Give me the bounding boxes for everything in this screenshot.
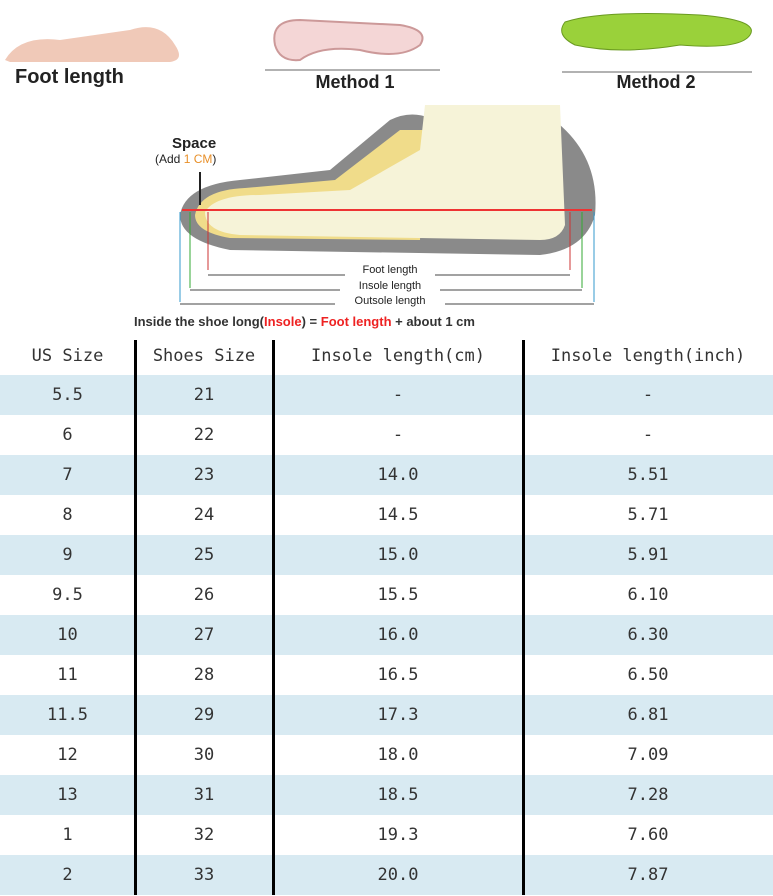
insole-length-text: Insole length: [359, 280, 421, 292]
table-cell: 21: [193, 385, 215, 405]
table-row: 13 31 18.5 7.28: [0, 775, 773, 815]
table-cell: 13: [57, 785, 78, 805]
table-cell: 19.3: [377, 825, 419, 845]
table-row: 8 24 14.5 5.71: [0, 495, 773, 535]
caption: Inside the shoe long(Insole) = Foot leng…: [134, 314, 475, 329]
foot: [205, 105, 565, 240]
table-cell: 29: [193, 705, 215, 725]
table-row: 12 30 18.0 7.09: [0, 735, 773, 775]
table-cell: 14.0: [377, 465, 419, 485]
table-cell: 18.0: [377, 745, 419, 765]
table-cell: 5.71: [627, 505, 669, 525]
add-label: (Add 1 CM): [155, 152, 216, 166]
table-cell: 9.5: [52, 585, 83, 605]
table-cell: 15.5: [377, 585, 419, 605]
table-cell: 5.51: [627, 465, 669, 485]
table-cell: 6: [62, 425, 73, 445]
header-cell: Insole length(inch): [550, 346, 746, 366]
table-cell: 7.09: [627, 745, 669, 765]
table-row: 1 32 19.3 7.60: [0, 815, 773, 855]
table-row: 2 33 20.0 7.87: [0, 855, 773, 895]
label-bg: [340, 279, 440, 293]
table-cell: 7: [62, 465, 73, 485]
table-cell: 16.0: [377, 625, 419, 645]
table-cell: 14.5: [377, 505, 419, 525]
footprint: [273, 18, 424, 62]
header-row: US Size Shoes Size Insole length(cm) Insole…: [0, 336, 773, 376]
table-cell: -: [392, 425, 404, 445]
table-row: 9 25 15.0 5.91: [0, 535, 773, 575]
table-cell: 25: [193, 545, 215, 565]
outsole-length-text: Outsole length: [355, 295, 426, 307]
table-cell: 11: [57, 665, 78, 685]
foot-length-text: Foot length: [362, 264, 417, 276]
table-cell: 17.3: [377, 705, 419, 725]
table-cell: 15.0: [377, 545, 419, 565]
table-cell: 31: [193, 785, 215, 805]
column-divider: [522, 340, 525, 895]
table-cell: 9: [62, 545, 73, 565]
table-cell: -: [392, 385, 404, 405]
table-row: 6 22 - -: [0, 415, 773, 455]
table-cell: 6.30: [627, 625, 669, 645]
column-divider: [134, 340, 137, 895]
table-cell: 27: [193, 625, 215, 645]
table-row: 11 28 16.5 6.50: [0, 655, 773, 695]
table-cell: 30: [193, 745, 215, 765]
table-cell: 26: [193, 585, 215, 605]
table-row: 11.5 29 17.3 6.81: [0, 695, 773, 735]
table-row: 7 23 14.0 5.51: [0, 455, 773, 495]
table-cell: 16.5: [377, 665, 419, 685]
label-bg: [335, 294, 445, 308]
table-cell: 33: [193, 865, 215, 885]
space-label: Space: [172, 135, 216, 152]
table-cell: 12: [57, 745, 78, 765]
table-cell: 6.50: [627, 665, 669, 685]
table-cell: 6.81: [627, 705, 669, 725]
table-cell: 7.87: [627, 865, 669, 885]
table-row: 10 27 16.0 6.30: [0, 615, 773, 655]
table-cell: 24: [193, 505, 215, 525]
table-cell: 28: [193, 665, 215, 685]
table-cell: -: [642, 385, 654, 405]
table-cell: 23: [193, 465, 215, 485]
table-cell: 6.10: [627, 585, 669, 605]
table-cell: 7.28: [627, 785, 669, 805]
table-row: 5.5 21 - -: [0, 375, 773, 415]
header-cell: Insole length(cm): [311, 346, 485, 366]
foot-length-label: Foot length: [15, 66, 124, 88]
table-cell: 20.0: [377, 865, 419, 885]
header-cell: Shoes Size: [152, 346, 256, 366]
table-cell: 8: [62, 505, 73, 525]
table-cell: 18.5: [377, 785, 419, 805]
label-bg: [345, 263, 435, 277]
table-cell: 1: [62, 825, 73, 845]
method-1-label: Method 1: [316, 72, 395, 92]
header-cell: US Size: [31, 346, 104, 366]
table-cell: 11.5: [47, 705, 88, 725]
table-row: 9.5 26 15.5 6.10: [0, 575, 773, 615]
table-cell: 32: [193, 825, 215, 845]
table-cell: 7.60: [627, 825, 669, 845]
method-2-label: Method 2: [617, 72, 696, 92]
table-cell: 5.91: [627, 545, 669, 565]
table-cell: 2: [62, 865, 73, 885]
column-divider: [272, 340, 275, 895]
table-cell: 10: [57, 625, 78, 645]
table-cell: 5.5: [52, 385, 83, 405]
table-cell: -: [642, 425, 654, 445]
foot-side: [5, 27, 179, 62]
illustration: Foot length Method 1 Method 2 Space (Add…: [0, 0, 773, 336]
table-cell: 22: [193, 425, 215, 445]
insole: [561, 13, 752, 51]
